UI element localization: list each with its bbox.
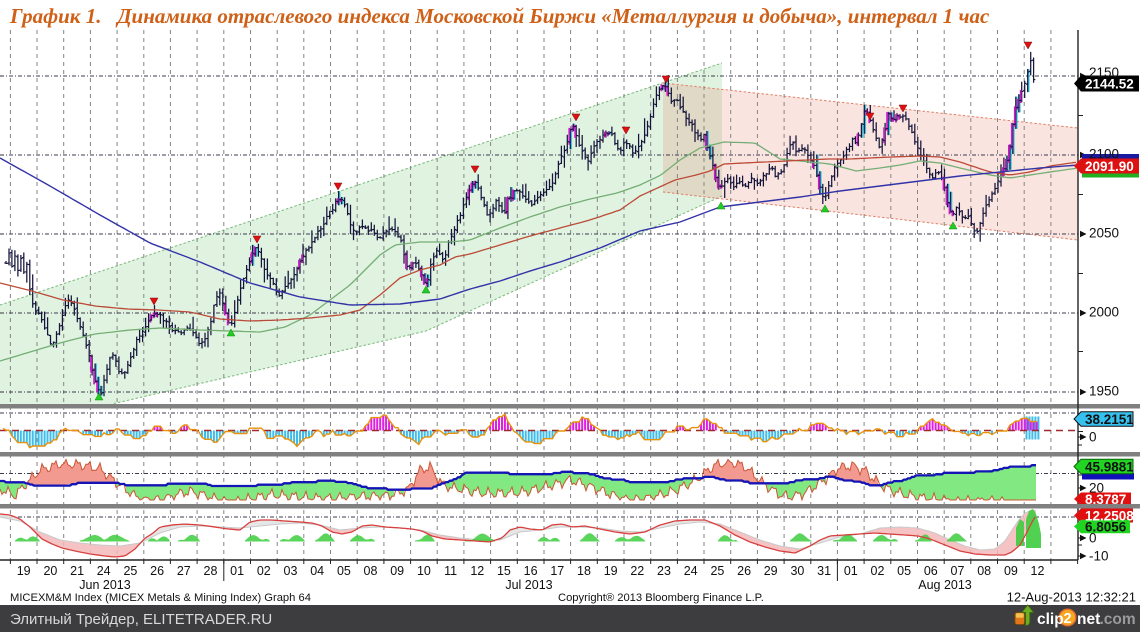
svg-text:-10: -10 — [1089, 549, 1109, 564]
svg-text:12: 12 — [470, 564, 484, 578]
svg-text:MICEXM&M Index (MICEX Metals &: MICEXM&M Index (MICEX Metals & Mining In… — [10, 592, 311, 604]
svg-text:clip: clip — [1037, 611, 1064, 628]
svg-text:38.2151: 38.2151 — [1085, 412, 1134, 427]
svg-text:04: 04 — [310, 564, 324, 578]
svg-text:25: 25 — [123, 564, 137, 578]
svg-text:net: net — [1077, 611, 1100, 628]
svg-text:2000: 2000 — [1089, 305, 1119, 320]
svg-text:19: 19 — [17, 564, 31, 578]
svg-text:26: 26 — [150, 564, 164, 578]
svg-text:24: 24 — [97, 564, 111, 578]
svg-text:0: 0 — [1089, 430, 1097, 445]
svg-text:12.2508: 12.2508 — [1085, 509, 1134, 524]
svg-text:08: 08 — [977, 564, 991, 578]
svg-text:8.3787: 8.3787 — [1085, 492, 1126, 507]
svg-text:27: 27 — [177, 564, 191, 578]
svg-text:01: 01 — [844, 564, 858, 578]
svg-text:Jul 2013: Jul 2013 — [505, 578, 552, 592]
svg-text:05: 05 — [897, 564, 911, 578]
svg-text:11: 11 — [444, 564, 457, 578]
svg-text:Элитный Трейдер, ELITETRADER.R: Элитный Трейдер, ELITETRADER.RU — [10, 611, 272, 628]
svg-text:31: 31 — [817, 564, 831, 578]
svg-text:График 1. Динамика отраслево: График 1. Динамика отраслевого индекса М… — [9, 4, 990, 28]
svg-text:15: 15 — [497, 564, 511, 578]
svg-text:2100: 2100 — [1089, 147, 1119, 162]
svg-text:2050: 2050 — [1089, 226, 1119, 241]
svg-text:05: 05 — [337, 564, 351, 578]
svg-text:2150: 2150 — [1089, 65, 1119, 80]
svg-text:20: 20 — [1089, 481, 1104, 496]
svg-text:25: 25 — [710, 564, 724, 578]
svg-text:12-Aug-2013 12:32:21: 12-Aug-2013 12:32:21 — [1007, 590, 1136, 605]
svg-text:22: 22 — [630, 564, 644, 578]
svg-text:.com: .com — [1100, 611, 1136, 628]
svg-text:17: 17 — [550, 564, 564, 578]
svg-text:01: 01 — [230, 564, 244, 578]
svg-text:26: 26 — [737, 564, 751, 578]
svg-text:28: 28 — [204, 564, 218, 578]
svg-text:06: 06 — [924, 564, 938, 578]
svg-text:Jun 2013: Jun 2013 — [79, 578, 130, 592]
svg-text:6.8056: 6.8056 — [1085, 520, 1127, 535]
svg-text:18: 18 — [577, 564, 591, 578]
svg-text:Aug 2013: Aug 2013 — [918, 578, 972, 592]
svg-text:Copyright® 2013 Bloomberg Fina: Copyright® 2013 Bloomberg Finance L.P. — [558, 592, 764, 604]
svg-text:23: 23 — [657, 564, 671, 578]
svg-text:29: 29 — [764, 564, 778, 578]
svg-text:19: 19 — [604, 564, 618, 578]
svg-text:24: 24 — [684, 564, 698, 578]
svg-text:10: 10 — [417, 564, 431, 578]
svg-text:02: 02 — [871, 564, 885, 578]
svg-text:03: 03 — [284, 564, 298, 578]
svg-text:21: 21 — [70, 564, 84, 578]
svg-text:09: 09 — [390, 564, 404, 578]
svg-text:20: 20 — [43, 564, 57, 578]
svg-text:45.9881: 45.9881 — [1085, 460, 1134, 475]
svg-text:2: 2 — [1063, 611, 1071, 627]
svg-text:07: 07 — [951, 564, 965, 578]
svg-text:1950: 1950 — [1089, 384, 1119, 399]
svg-text:2091.90: 2091.90 — [1085, 159, 1134, 174]
svg-text:2144.52: 2144.52 — [1085, 77, 1134, 92]
svg-text:0: 0 — [1089, 531, 1097, 546]
svg-text:16: 16 — [524, 564, 538, 578]
svg-text:12: 12 — [1031, 564, 1045, 578]
svg-text:09: 09 — [1004, 564, 1018, 578]
svg-text:30: 30 — [790, 564, 804, 578]
svg-text:02: 02 — [257, 564, 271, 578]
svg-text:08: 08 — [364, 564, 378, 578]
